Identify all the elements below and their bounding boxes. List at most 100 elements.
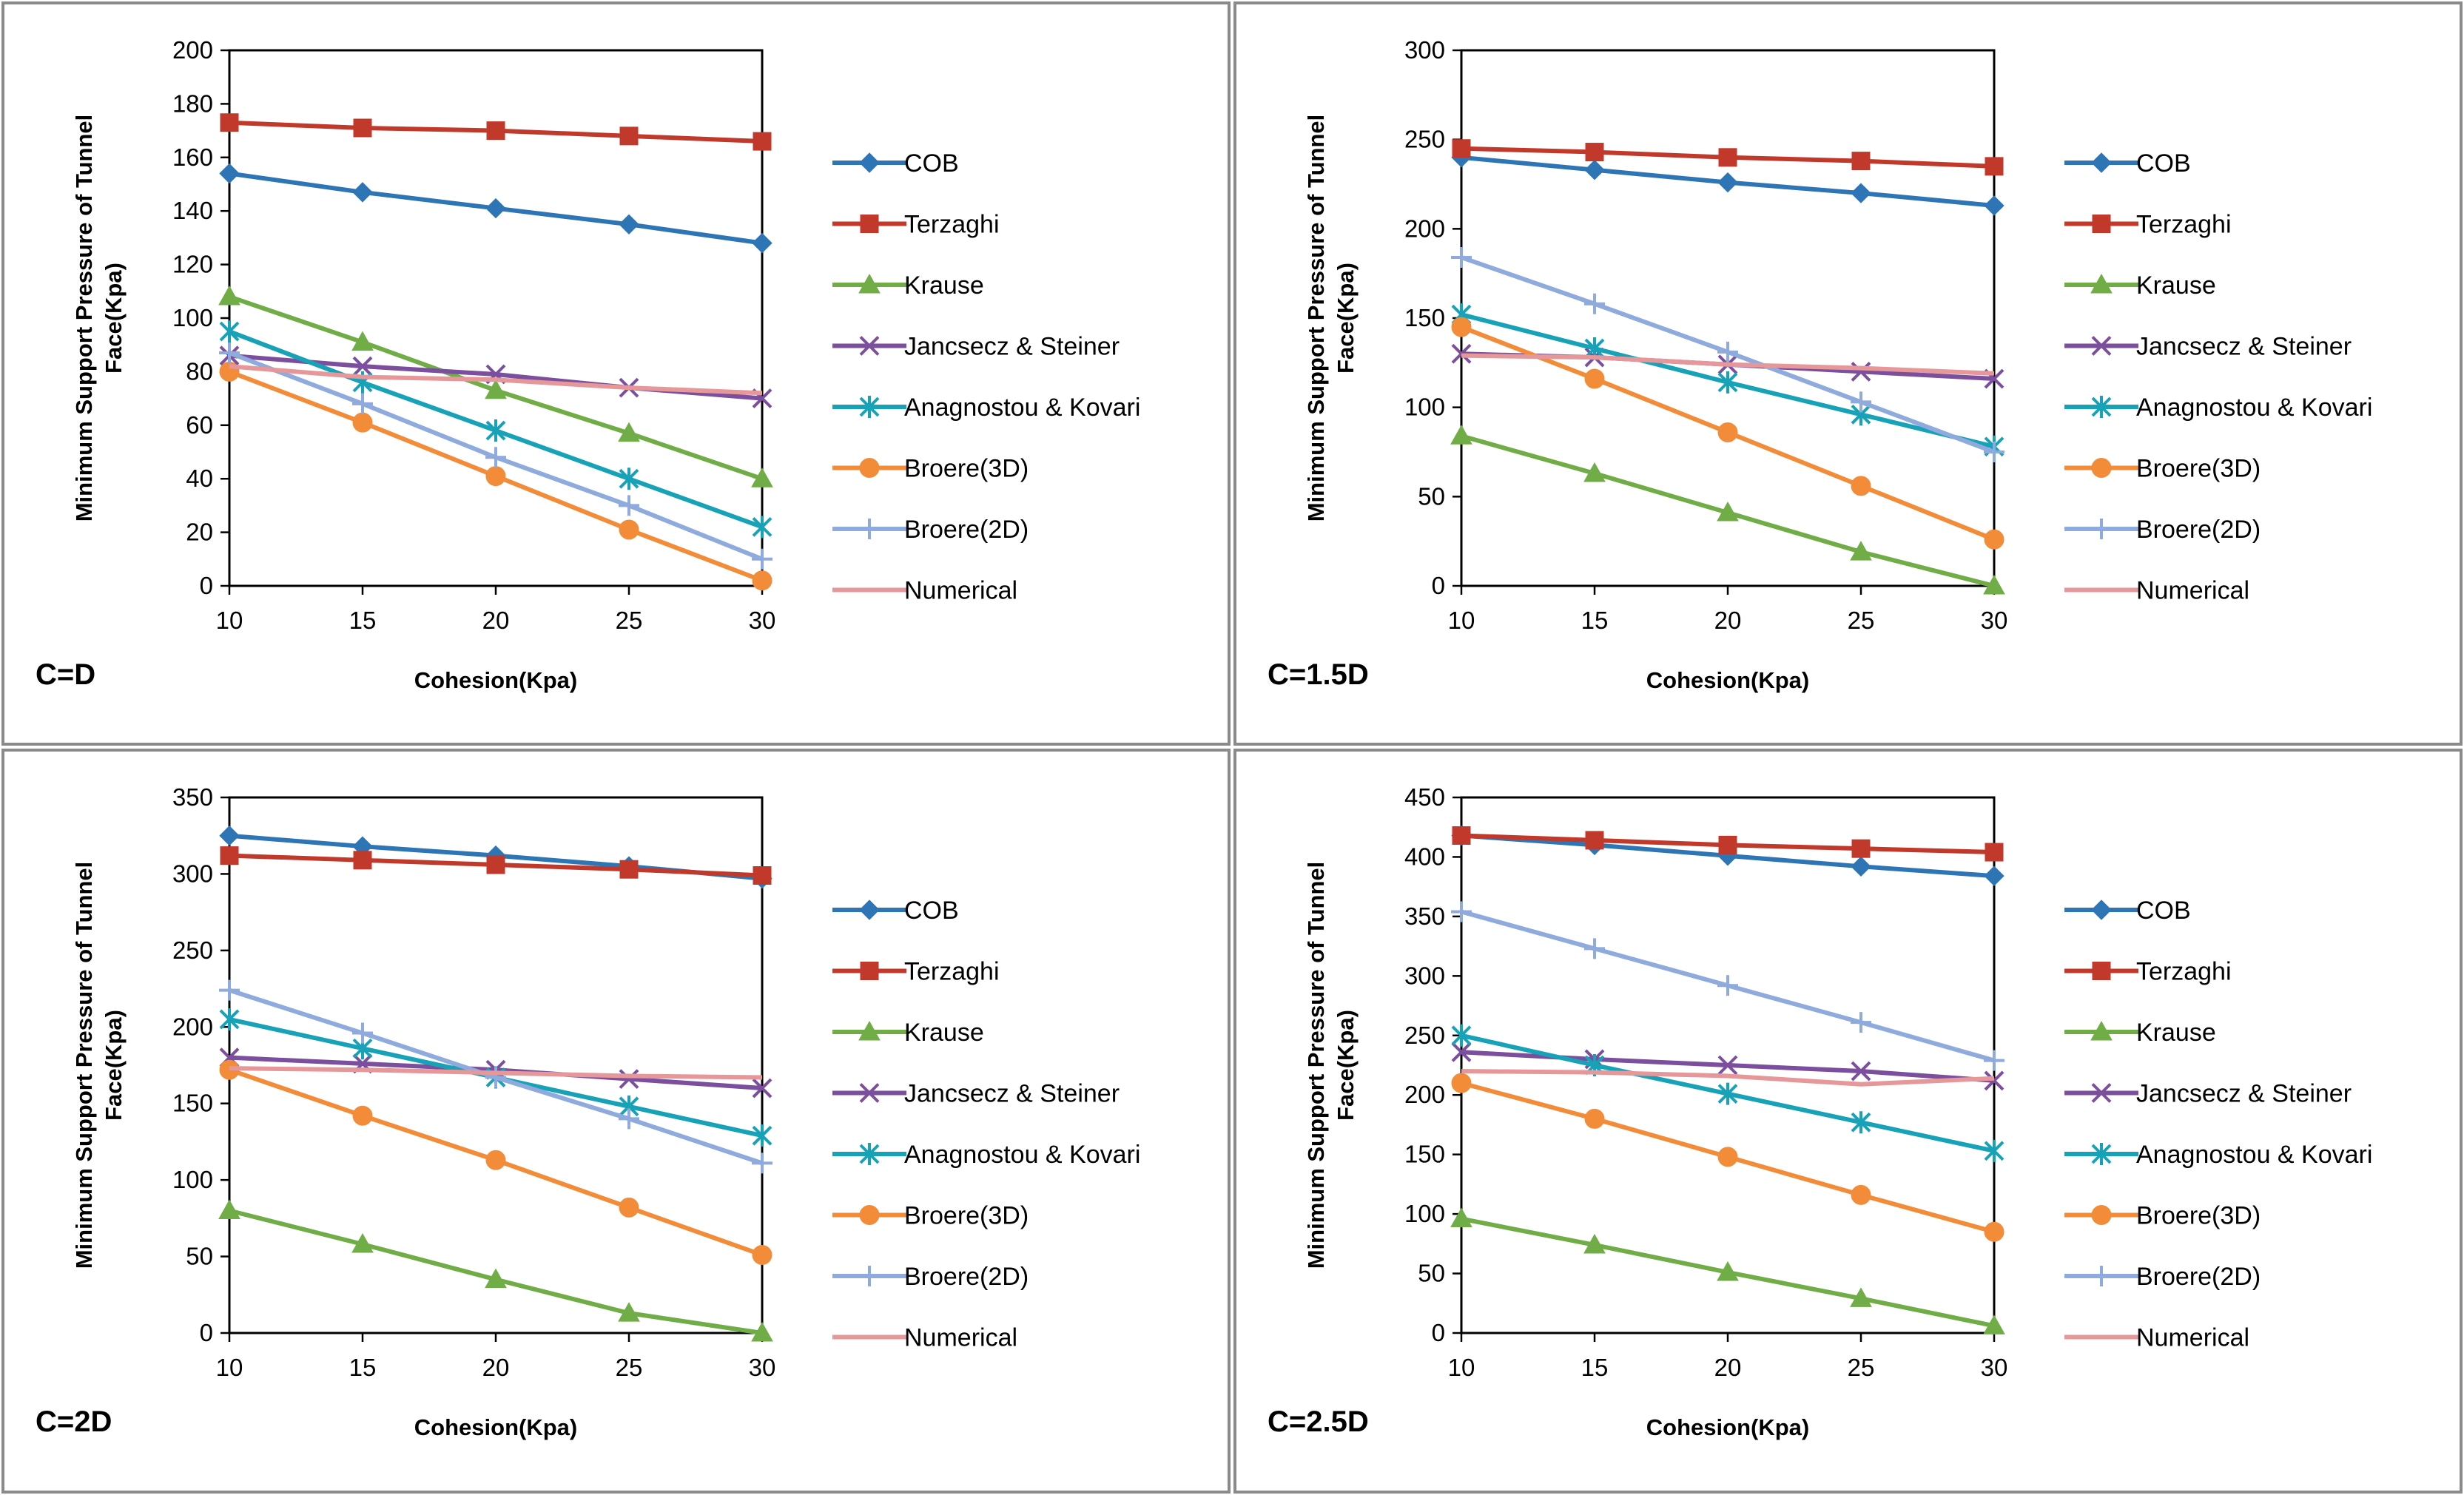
legend-marker — [2091, 396, 2112, 418]
chart-panel-c-1-5d: 0 50 100 150 200 250 300 10 15 20 25 30 Cohesion(Kpa… — [1232, 0, 2464, 747]
legend-label: Broere(3D) — [2136, 1202, 2261, 1230]
series-terzaghi — [220, 846, 772, 885]
legend-marker — [2092, 962, 2111, 980]
series-broere-2d — [219, 342, 772, 570]
x-tick-label-25: 25 — [1848, 1354, 1875, 1381]
data-point-terzaghi-20 — [486, 855, 505, 874]
data-point-krause-25 — [618, 422, 640, 442]
y-tick-label-300: 300 — [1404, 36, 1445, 64]
y-tick-label-450: 450 — [1404, 783, 1445, 811]
data-point-broere-3d-20 — [1717, 1147, 1738, 1167]
legend-label: Numerical — [2136, 1324, 2249, 1352]
y-tick-label-200: 200 — [172, 36, 213, 64]
legend-item-krause: Krause — [2064, 1019, 2216, 1047]
legend-label: Numerical — [904, 577, 1017, 605]
legend-label: Jancsecz & Steiner — [2136, 1080, 2352, 1108]
chart-svg: 0 20 40 60 80 100 120 140 160 180 200 10 15 20 25 30 Coh… — [1, 1, 1231, 746]
legend-item-terzaghi: Terzaghi — [832, 958, 1000, 986]
series-broere-3d — [219, 361, 772, 591]
series-anagnostou-kovari — [1451, 1024, 2004, 1162]
legend-item-numerical: Numerical — [832, 1324, 1017, 1352]
legend-item-broere-2d: Broere(2D) — [832, 1263, 1029, 1291]
legend-item-krause: Krause — [832, 1019, 984, 1047]
legend: COB Terzaghi Krause Jancsecz & Steiner Anagn… — [2064, 149, 2372, 605]
chart-panel-c-d: 0 20 40 60 80 100 120 140 160 180 200 10 15 20 25 30 Coh… — [0, 0, 1232, 747]
y-tick-label-0: 0 — [200, 1319, 213, 1346]
y-tick-label-400: 400 — [1404, 843, 1445, 870]
data-point-cob-15 — [352, 182, 373, 203]
data-point-terzaghi-30 — [1985, 157, 2004, 176]
data-point-anagnostou-kovari-30 — [752, 1124, 772, 1147]
y-tick-label-250: 250 — [1404, 1022, 1445, 1049]
y-tick-label-60: 60 — [186, 411, 213, 439]
series-broere-2d — [1451, 246, 2004, 462]
y-tick-label-0: 0 — [200, 572, 213, 599]
legend-marker — [859, 336, 880, 356]
data-point-krause-10 — [1450, 1207, 1472, 1228]
x-tick-label-10: 10 — [1448, 607, 1475, 634]
legend-label: Numerical — [2136, 577, 2249, 605]
data-point-anagnostou-kovari-30 — [1984, 1139, 2004, 1162]
data-point-anagnostou-kovari-20 — [485, 419, 506, 442]
data-point-krause-10 — [218, 286, 240, 306]
series-broere-3d — [1451, 317, 2004, 550]
data-point-terzaghi-10 — [1452, 826, 1471, 845]
data-point-broere-2d-15 — [352, 393, 373, 414]
legend-item-cob: COB — [2064, 897, 2191, 925]
data-point-krause-20 — [485, 379, 507, 399]
legend-label: Anagnostou & Kovari — [904, 1141, 1140, 1169]
data-point-cob-20 — [485, 198, 506, 219]
chart-svg: 0 50 100 150 200 250 300 350 10 15 20 25 30 Cohesion(… — [1, 749, 1231, 1494]
legend-item-terzaghi: Terzaghi — [832, 211, 1000, 239]
data-point-cob-25 — [1851, 856, 1871, 877]
series-krause — [218, 286, 773, 487]
legend-label: COB — [904, 149, 959, 178]
series-numerical — [229, 364, 763, 396]
legend-item-anagnostou-kovari: Anagnostou & Kovari — [832, 1141, 1140, 1169]
data-point-krause-15 — [351, 331, 374, 351]
data-point-broere-2d-25 — [619, 495, 639, 516]
legend-marker — [2091, 1083, 2112, 1103]
legend-label: Jancsecz & Steiner — [904, 333, 1120, 361]
data-point-broere-3d-30 — [1984, 1221, 2004, 1242]
data-point-jancsecz-steiner-10 — [1451, 343, 1472, 364]
legend-label: Broere(2D) — [2136, 516, 2261, 544]
legend-label: Terzaghi — [904, 211, 1000, 239]
legend-marker — [2091, 1205, 2112, 1225]
data-point-anagnostou-kovari-10 — [219, 320, 240, 343]
legend-item-jancsecz-steiner: Jancsecz & Steiner — [832, 1080, 1120, 1108]
data-point-anagnostou-kovari-25 — [619, 468, 639, 490]
legend-label: Terzaghi — [2136, 958, 2232, 986]
x-tick-label-25: 25 — [616, 1354, 643, 1381]
x-tick-label-15: 15 — [349, 1354, 377, 1381]
legend-marker — [859, 519, 880, 539]
data-point-terzaghi-30 — [753, 132, 772, 151]
data-point-jancsecz-steiner-30 — [752, 1078, 772, 1099]
y-tick-label-200: 200 — [1404, 1081, 1445, 1108]
y-tick-label-250: 250 — [1404, 126, 1445, 153]
legend-marker — [859, 458, 880, 478]
data-point-broere-2d-15 — [1584, 293, 1605, 314]
data-point-broere-3d-15 — [1584, 368, 1605, 389]
data-point-terzaghi-10 — [1452, 139, 1471, 158]
data-point-broere-2d-20 — [485, 447, 506, 468]
legend-label: Anagnostou & Kovari — [2136, 1141, 2372, 1169]
data-point-terzaghi-20 — [1718, 148, 1737, 167]
y-tick-label-100: 100 — [1404, 1200, 1445, 1227]
y-tick-label-350: 350 — [172, 783, 213, 811]
data-point-broere-3d-15 — [352, 412, 373, 433]
legend-marker — [2091, 458, 2112, 478]
data-point-krause-15 — [1583, 1233, 1606, 1254]
x-tick-label-20: 20 — [482, 607, 510, 634]
data-point-jancsecz-steiner-30 — [1984, 1070, 2004, 1091]
data-point-cob-15 — [1584, 159, 1605, 180]
y-tick-label-160: 160 — [172, 144, 213, 171]
x-tick-label-30: 30 — [1981, 1354, 2008, 1381]
data-point-broere-3d-25 — [1851, 1184, 1871, 1205]
y-tick-label-300: 300 — [1404, 962, 1445, 989]
legend-marker — [2091, 336, 2112, 356]
data-point-broere-2d-10 — [219, 342, 240, 364]
data-point-broere-3d-15 — [352, 1105, 373, 1126]
x-tick-label-15: 15 — [349, 607, 377, 634]
legend-item-broere-2d: Broere(2D) — [2064, 1263, 2261, 1291]
